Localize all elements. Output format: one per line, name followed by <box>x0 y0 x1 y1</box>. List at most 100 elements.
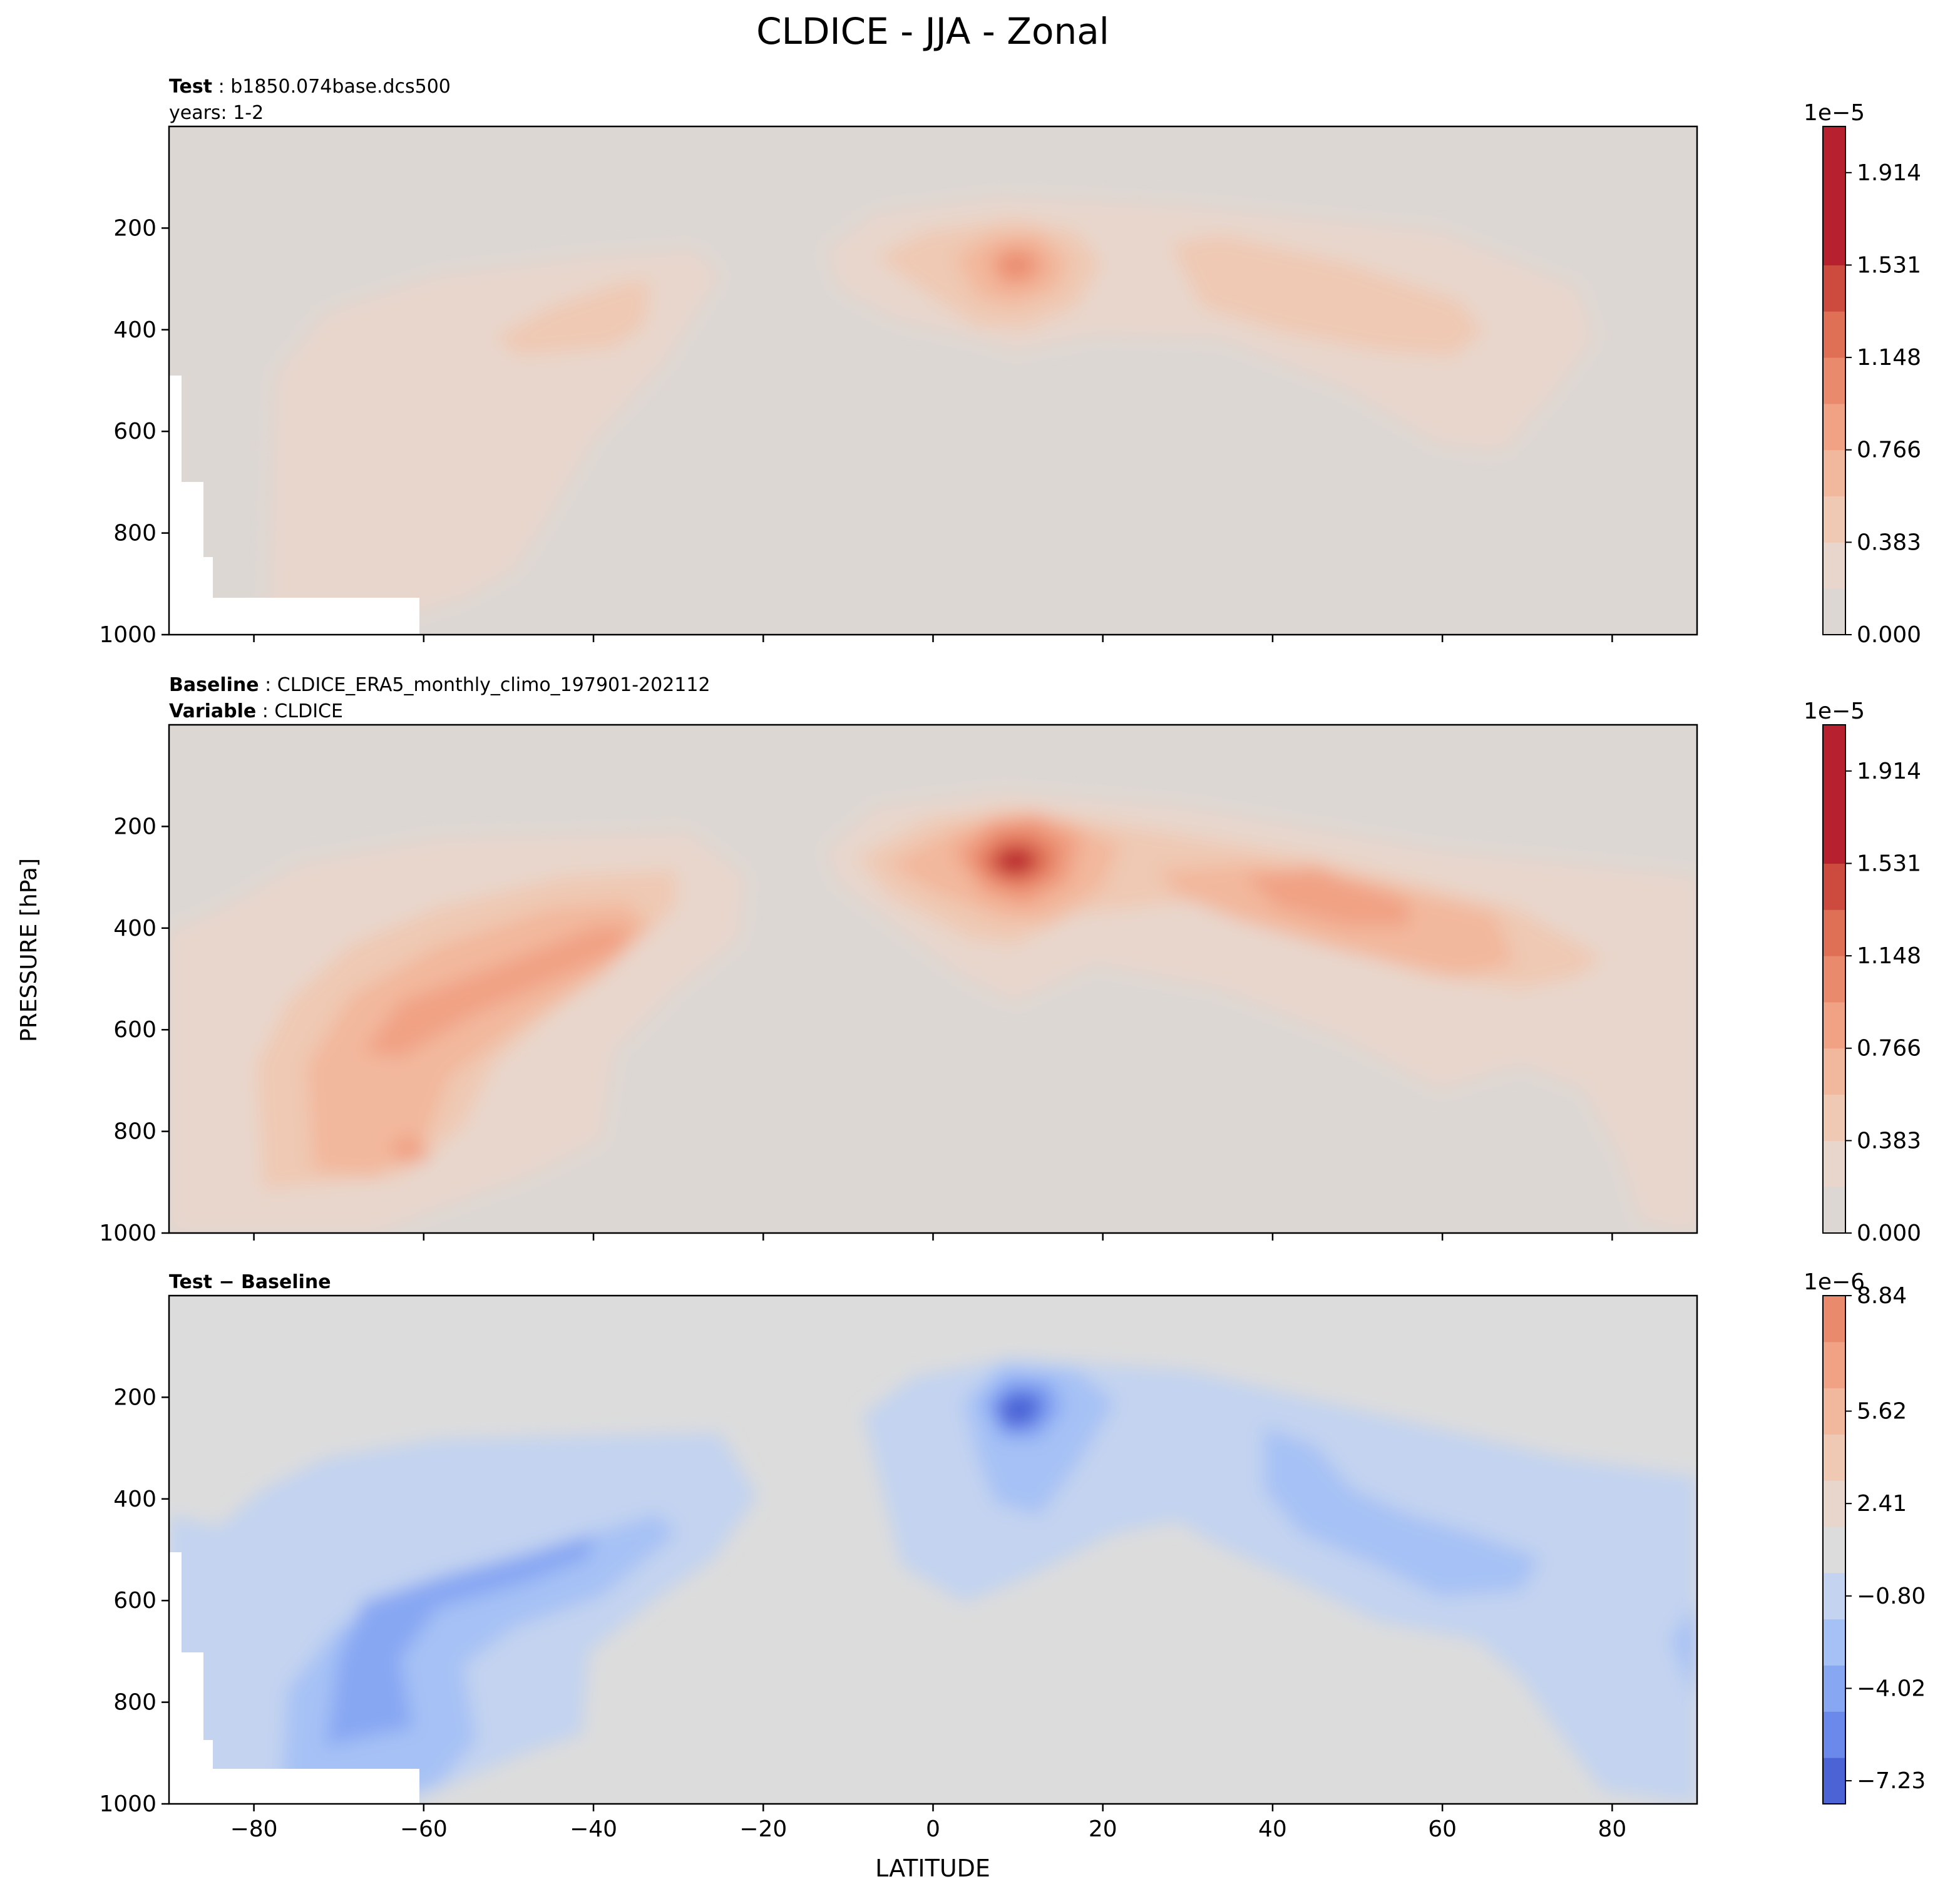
colorbar-exponent: 1e−6 <box>1804 1269 1865 1295</box>
colorbar-tick-label: 0.766 <box>1857 1036 1921 1062</box>
colorbar-segment <box>1823 1665 1845 1712</box>
x-tick-label: −40 <box>570 1816 617 1842</box>
colorbar-segment <box>1823 1711 1845 1758</box>
colorbar-tick-label: 1.148 <box>1857 943 1921 969</box>
panel-header-key: Test − Baseline <box>169 1271 331 1293</box>
colorbar-segment <box>1823 725 1845 772</box>
colorbar-segment <box>1823 218 1845 265</box>
colorbar-segment <box>1823 863 1845 910</box>
colorbar-segment <box>1823 909 1845 956</box>
panel-header-value: years: 1-2 <box>169 102 264 124</box>
colorbar-frame <box>1822 724 1846 1234</box>
colorbar-segment <box>1823 1388 1845 1435</box>
colorbar-segment <box>1823 1527 1845 1574</box>
colorbar-tick-label: 1.914 <box>1857 759 1921 784</box>
colorbar-segment <box>1823 1758 1845 1804</box>
x-tick-label: −20 <box>739 1816 787 1842</box>
panel-header-line: Variable : CLDICE <box>169 700 343 722</box>
panel-baseline-colorbar: 0.000 0.383 0.766 1.148 1.531 1.914 1e−5 <box>1804 699 1921 1246</box>
panel-difference-y-axis: 200 400 600 800 1000 <box>99 1385 169 1817</box>
colorbar-segment <box>1823 1341 1845 1389</box>
colorbar-segment <box>1823 1296 1845 1343</box>
colorbar-segment <box>1823 770 1845 818</box>
x-axis-label: LATITUDE <box>875 1855 990 1882</box>
colorbar-tick-label: 1.531 <box>1857 851 1921 876</box>
panel-header-key: Baseline <box>169 674 259 696</box>
panel-difference-contours <box>169 1358 1697 1804</box>
figure-title: CLDICE - JJA - Zonal <box>756 10 1109 53</box>
panel-difference-x-axis: −80 −60 −40 −20 0 20 40 60 80 <box>230 1804 1626 1842</box>
colorbar-tick-label: 2.41 <box>1857 1491 1907 1517</box>
colorbar-segment <box>1823 1094 1845 1141</box>
x-tick-label: −80 <box>230 1816 278 1842</box>
panel-test-x-axis <box>253 635 1613 642</box>
panel-baseline-header: Baseline : CLDICE_ERA5_monthly_climo_197… <box>169 674 711 722</box>
x-tick-label: 40 <box>1258 1816 1287 1842</box>
colorbar-segment <box>1823 496 1845 543</box>
x-tick-label: 60 <box>1428 1816 1457 1842</box>
colorbar-segment <box>1823 1187 1845 1234</box>
colorbar-segment <box>1823 449 1845 497</box>
y-tick-label: 600 <box>113 1588 156 1614</box>
y-tick-label: 600 <box>113 419 156 444</box>
colorbar-frame <box>1822 126 1846 635</box>
y-tick-label: 800 <box>113 521 156 546</box>
panel-test-colorbar: 0.000 0.383 0.766 1.148 1.531 1.914 1e−5 <box>1804 100 1921 648</box>
panel-test-missing-region <box>169 376 419 635</box>
y-tick-label: 1000 <box>99 1221 156 1246</box>
colorbar-exponent: 1e−5 <box>1804 699 1865 724</box>
colorbar-segment <box>1823 1140 1845 1187</box>
colorbar-segment <box>1823 172 1845 220</box>
colorbar-segment <box>1823 1434 1845 1481</box>
panel-baseline-y-axis: 200 400 600 800 1000 <box>99 814 169 1246</box>
colorbar-tick-label: 0.000 <box>1857 622 1921 648</box>
y-tick-label: 800 <box>113 1690 156 1716</box>
colorbar-tick-label: 8.84 <box>1857 1283 1907 1309</box>
x-tick-label: 20 <box>1089 1816 1117 1842</box>
panel-test-tick-marks-red <box>156 128 168 582</box>
panel-baseline: Baseline : CLDICE_ERA5_monthly_climo_197… <box>99 674 1921 1246</box>
panel-header-key: Variable <box>169 700 256 722</box>
panel-test-contours <box>269 197 1593 635</box>
panel-baseline-x-axis <box>253 1233 1613 1241</box>
y-tick-label: 200 <box>113 215 156 241</box>
panel-header-value: : CLDICE <box>256 700 343 722</box>
colorbar-tick-label: 0.000 <box>1857 1221 1921 1246</box>
panel-test: Test : b1850.074base.dcs500 years: 1-2 20… <box>99 76 1921 648</box>
colorbar-tick-label: 1.531 <box>1857 252 1921 278</box>
colorbar-segment <box>1823 542 1845 589</box>
colorbar-tick-label: 1.148 <box>1857 345 1921 371</box>
colorbar-segment <box>1823 265 1845 312</box>
panel-test-header: Test : b1850.074base.dcs500 years: 1-2 <box>169 76 451 124</box>
panel-baseline-tick-marks-red <box>156 727 168 1180</box>
panel-header-value: : b1850.074base.dcs500 <box>212 76 451 98</box>
colorbar-segment <box>1823 1619 1845 1666</box>
panel-header-line: Test : b1850.074base.dcs500 <box>169 76 451 98</box>
colorbar-tick-label: 0.383 <box>1857 1128 1921 1154</box>
panel-header-line: Test − Baseline <box>169 1271 331 1293</box>
colorbar-tick-label: −4.02 <box>1857 1676 1926 1701</box>
colorbar-segment <box>1823 126 1845 173</box>
y-tick-label: 200 <box>113 814 156 839</box>
colorbar-tick-label: 1.914 <box>1857 160 1921 186</box>
colorbar-segment <box>1823 817 1845 864</box>
colorbar-segment <box>1823 1001 1845 1049</box>
colorbar-tick-label: 0.383 <box>1857 530 1921 555</box>
colorbar-segment <box>1823 311 1845 358</box>
y-tick-label: 1000 <box>99 1791 156 1817</box>
colorbar-segment <box>1823 357 1845 404</box>
colorbar-segment <box>1823 403 1845 451</box>
panel-test-y-axis: 200 400 600 800 1000 <box>99 215 169 648</box>
y-tick-label: 800 <box>113 1119 156 1145</box>
x-tick-label: −60 <box>400 1816 448 1842</box>
colorbar-segment <box>1823 1572 1845 1620</box>
y-tick-label: 400 <box>113 916 156 941</box>
panel-header-line: Baseline : CLDICE_ERA5_monthly_climo_197… <box>169 674 711 696</box>
x-tick-label: 80 <box>1598 1816 1626 1842</box>
y-tick-label: 1000 <box>99 622 156 648</box>
colorbar-segment <box>1823 588 1845 635</box>
panel-difference-tick-marks-red <box>156 1298 168 1751</box>
